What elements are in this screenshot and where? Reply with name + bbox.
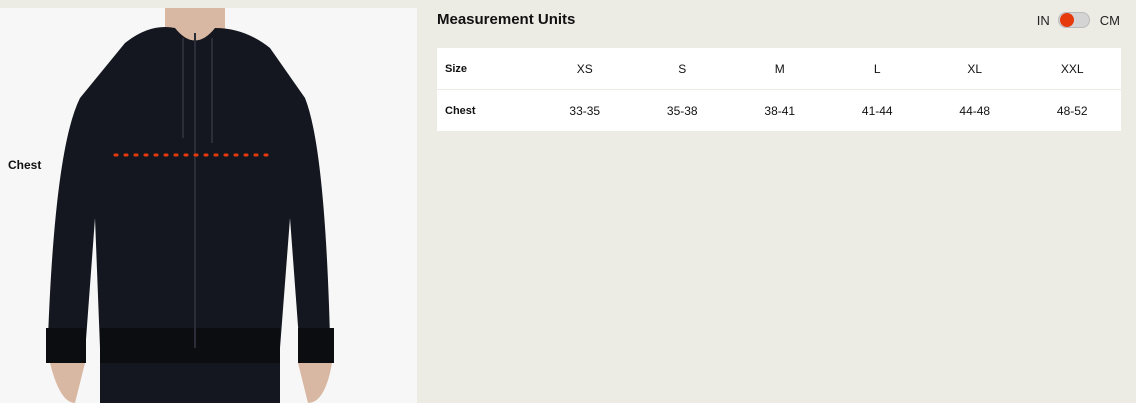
size-cell: XL <box>967 61 983 76</box>
size-cell: L <box>873 61 881 76</box>
value-cell: 41-44 <box>828 89 926 131</box>
value-cell: 35-38 <box>633 89 731 131</box>
unit-switch[interactable]: IN CM <box>1037 12 1120 28</box>
unit-cm-label[interactable]: CM <box>1099 12 1120 28</box>
product-image: Chest <box>0 8 417 403</box>
page-title: Measurement Units <box>437 11 576 28</box>
value-cell: 38-41 <box>731 89 829 131</box>
size-cell: S <box>678 61 687 76</box>
value-cell: 44-48 <box>926 89 1024 131</box>
chest-label: Chest <box>8 158 42 172</box>
value-cell: 48-52 <box>1023 89 1121 131</box>
unit-toggle[interactable] <box>1057 12 1090 28</box>
table-row: Chest 33-35 35-38 38-41 41-44 44-48 48-5… <box>437 89 1121 131</box>
size-header: Size <box>445 62 468 75</box>
size-chart-table: Size XS S M L XL XXL Chest 33-35 35-38 3… <box>437 48 1121 131</box>
table-header-row: Size XS S M L XL XXL <box>437 48 1121 90</box>
unit-in-label[interactable]: IN <box>1036 12 1050 28</box>
value-cell: 33-35 <box>536 89 634 131</box>
size-cell: XS <box>576 61 593 76</box>
toggle-knob <box>1059 13 1074 27</box>
hoodie-illustration <box>46 8 334 403</box>
size-cell: XXL <box>1060 61 1084 76</box>
size-cell: M <box>774 61 785 76</box>
row-label: Chest <box>437 89 536 131</box>
